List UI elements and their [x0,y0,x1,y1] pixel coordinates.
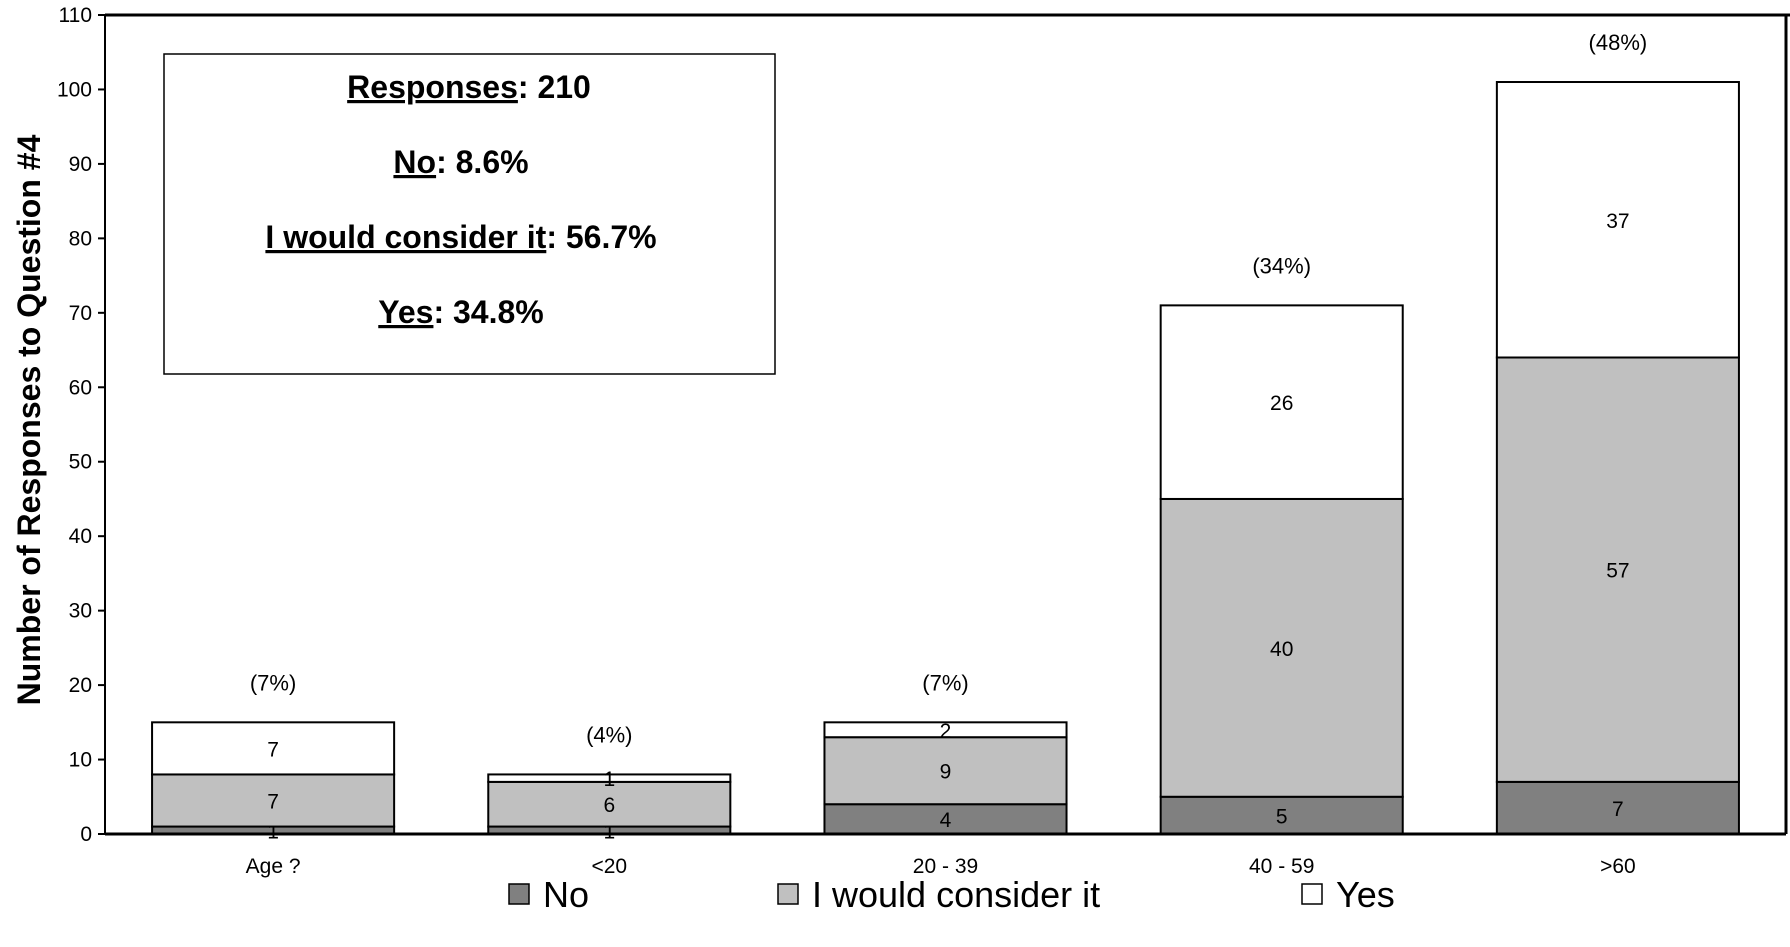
summary-consider: I would consider it: 56.7% [265,219,656,255]
summary-no-value: 8.6% [456,144,529,180]
segment-value-label: 1 [603,768,615,791]
legend-swatch-yes [1301,883,1323,905]
segment-value-label: 1 [603,820,615,843]
legend-swatch-consider [777,883,799,905]
y-axis-ticks: 0 10 20 30 40 50 60 70 80 90 100 110 [57,4,105,846]
legend-label-no: No [543,874,589,915]
x-tick-label: Age ? [246,855,301,878]
bar-segment-yes [823,721,1068,739]
bar-share-label: (4%) [586,722,632,747]
segment-value-label: 26 [1270,392,1293,415]
y-tick-label: 60 [69,376,92,399]
summary-yes-value: 34.8% [453,294,544,330]
segment-value-label: 7 [267,790,279,813]
summary-no-label: No [393,144,436,180]
summary-no: No: 8.6% [393,144,528,180]
plot-frame [104,13,1790,834]
y-tick-label: 20 [69,674,92,697]
summary-responses-value: 210 [537,69,590,105]
y-tick-label: 110 [59,4,92,27]
legend: No I would consider it Yes [508,874,1395,915]
segment-value-label: 9 [940,761,952,784]
legend-swatch-no [508,883,530,905]
segment-value-label: 2 [940,720,952,743]
segment-value-label: 6 [603,794,615,817]
bar-segment-consider [487,780,732,828]
summary-consider-label: I would consider it [265,219,546,255]
bar-segment-yes [1495,81,1740,359]
segment-value-label: 1 [267,820,279,843]
bar-segment-consider [823,736,1068,806]
y-tick-label: 80 [69,227,92,250]
legend-label-consider: I would consider it [812,874,1100,915]
summary-responses-label: Responses [347,69,518,105]
segment-value-label: 7 [1612,798,1624,821]
segment-value-label: 7 [267,738,279,761]
bar-segment-no [1495,780,1740,836]
y-tick-label: 50 [69,451,92,474]
bar-share-label: (7%) [250,670,296,695]
y-tick-label: 70 [69,302,92,325]
bar-share-label: (34%) [1252,253,1311,278]
summary-yes: Yes: 34.8% [378,294,543,330]
segment-value-label: 5 [1276,805,1288,828]
bar-segment-yes [151,721,396,776]
x-tick-label: 40 - 59 [1249,855,1314,878]
x-axis-tick-labels: Age ? <20 20 - 39 40 - 59 >60 [246,855,1636,878]
summary-responses: Responses: 210 [347,69,591,105]
y-tick-label: 40 [69,525,92,548]
bars-group: 1 7 7 (7%) 1 6 1 (4%) 4 9 2 (7%) 5 40 26 (34%) 7 57 37 (48%… [151,30,1740,843]
y-tick-label: 0 [80,823,92,846]
legend-label-yes: Yes [1336,874,1395,915]
bar-share-label: (7%) [922,670,968,695]
bar-segment-yes [487,773,732,783]
bar-segment-no [1159,795,1404,835]
y-tick-label: 10 [69,749,92,772]
x-tick-label: >60 [1600,855,1636,878]
bar-segment-consider [151,773,396,828]
y-tick-label: 100 [57,78,92,101]
bar-segment-consider [1159,497,1404,798]
y-axis-title: Number of Responses to Question #4 [11,134,47,705]
bar-segment-consider [1495,356,1740,783]
x-tick-label: 20 - 39 [913,855,978,878]
segment-value-label: 4 [940,809,952,832]
summary-yes-label: Yes [378,294,433,330]
y-tick-label: 30 [69,600,92,623]
summary-box: Responses: 210 No: 8.6% I would consider… [163,53,776,375]
segment-value-label: 57 [1606,560,1629,583]
y-tick-label: 90 [69,153,92,176]
summary-consider-value: 56.7% [566,219,657,255]
bar-share-label: (48%) [1589,30,1648,55]
segment-value-label: 37 [1606,210,1629,233]
bar-segment-yes [1159,304,1404,500]
segment-value-label: 40 [1270,638,1293,661]
x-tick-label: <20 [591,855,627,878]
